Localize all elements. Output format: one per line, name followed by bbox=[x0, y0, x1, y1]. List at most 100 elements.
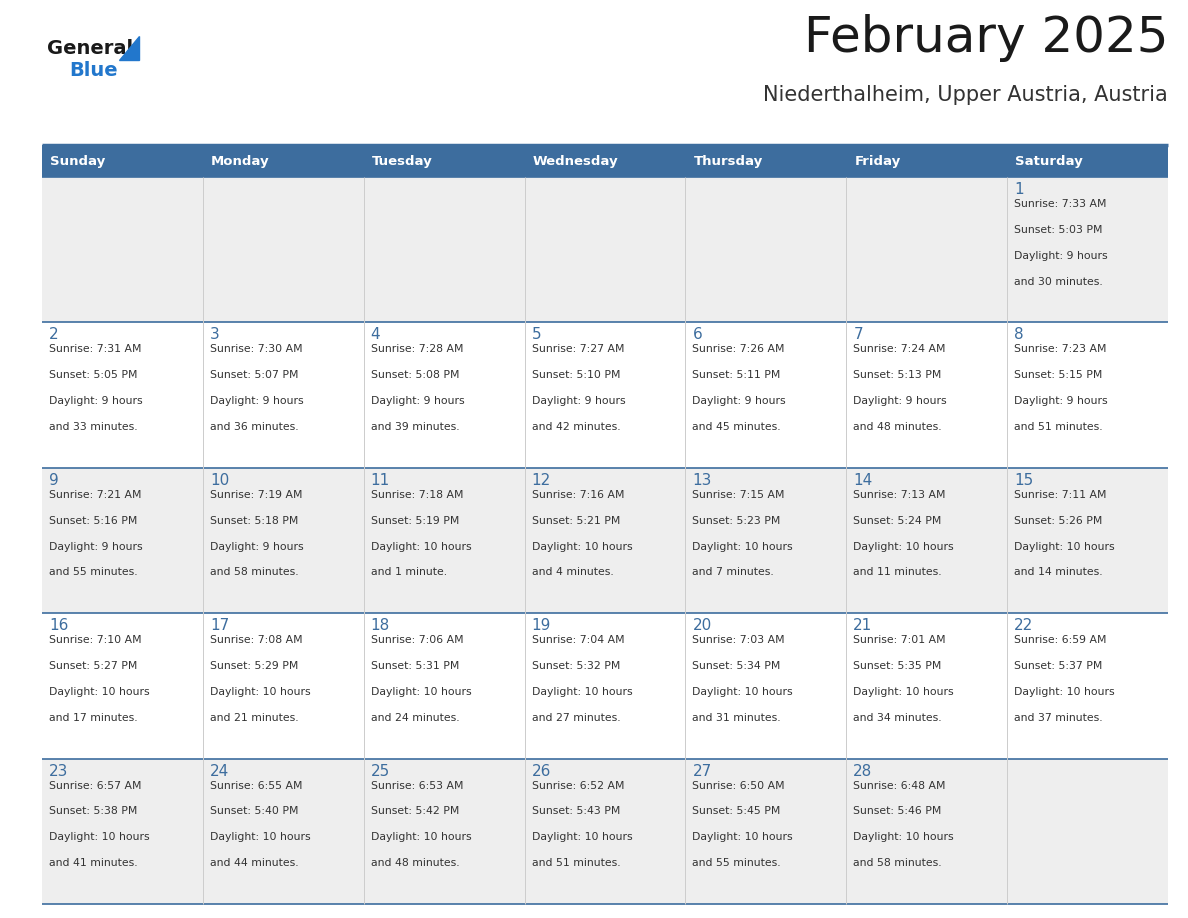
Text: Daylight: 10 hours: Daylight: 10 hours bbox=[531, 833, 632, 843]
Bar bbox=[685, 613, 846, 758]
Text: Sunrise: 6:53 AM: Sunrise: 6:53 AM bbox=[371, 780, 463, 790]
Text: 13: 13 bbox=[693, 473, 712, 487]
Text: Sunset: 5:15 PM: Sunset: 5:15 PM bbox=[1015, 370, 1102, 380]
Bar bbox=[846, 145, 1007, 177]
Text: Sunrise: 7:21 AM: Sunrise: 7:21 AM bbox=[49, 490, 141, 499]
Text: Sunrise: 7:10 AM: Sunrise: 7:10 AM bbox=[49, 635, 141, 645]
Bar bbox=[364, 758, 525, 904]
Bar bbox=[42, 177, 203, 322]
Bar bbox=[1007, 145, 1168, 177]
Bar bbox=[203, 468, 364, 613]
Bar bbox=[525, 322, 685, 468]
Bar bbox=[1007, 177, 1168, 322]
Text: Thursday: Thursday bbox=[694, 154, 763, 167]
Text: Sunset: 5:43 PM: Sunset: 5:43 PM bbox=[531, 807, 620, 816]
Text: Daylight: 9 hours: Daylight: 9 hours bbox=[49, 542, 143, 552]
Bar bbox=[364, 145, 525, 177]
Text: Daylight: 10 hours: Daylight: 10 hours bbox=[853, 542, 954, 552]
Text: 22: 22 bbox=[1015, 618, 1034, 633]
Text: 16: 16 bbox=[49, 618, 69, 633]
Bar bbox=[364, 322, 525, 468]
Text: Sunrise: 7:01 AM: Sunrise: 7:01 AM bbox=[853, 635, 946, 645]
Text: Sunrise: 7:03 AM: Sunrise: 7:03 AM bbox=[693, 635, 785, 645]
Text: Daylight: 10 hours: Daylight: 10 hours bbox=[531, 542, 632, 552]
Text: Sunset: 5:16 PM: Sunset: 5:16 PM bbox=[49, 516, 138, 526]
Bar bbox=[1007, 613, 1168, 758]
Text: 19: 19 bbox=[531, 618, 551, 633]
Text: Sunset: 5:26 PM: Sunset: 5:26 PM bbox=[1015, 516, 1102, 526]
Text: Sunset: 5:40 PM: Sunset: 5:40 PM bbox=[210, 807, 298, 816]
Text: Daylight: 10 hours: Daylight: 10 hours bbox=[210, 687, 310, 697]
Bar bbox=[525, 468, 685, 613]
Text: Sunrise: 7:15 AM: Sunrise: 7:15 AM bbox=[693, 490, 785, 499]
Text: and 7 minutes.: and 7 minutes. bbox=[693, 567, 775, 577]
Text: Daylight: 10 hours: Daylight: 10 hours bbox=[853, 687, 954, 697]
Text: and 58 minutes.: and 58 minutes. bbox=[853, 858, 942, 868]
Text: Sunrise: 7:18 AM: Sunrise: 7:18 AM bbox=[371, 490, 463, 499]
Text: Daylight: 9 hours: Daylight: 9 hours bbox=[1015, 397, 1107, 406]
Text: 12: 12 bbox=[531, 473, 551, 487]
Text: Daylight: 9 hours: Daylight: 9 hours bbox=[1015, 251, 1107, 261]
Text: and 42 minutes.: and 42 minutes. bbox=[531, 422, 620, 432]
Text: Sunset: 5:45 PM: Sunset: 5:45 PM bbox=[693, 807, 781, 816]
Text: Tuesday: Tuesday bbox=[372, 154, 432, 167]
Text: Daylight: 10 hours: Daylight: 10 hours bbox=[531, 687, 632, 697]
Bar bbox=[364, 613, 525, 758]
Text: Sunset: 5:07 PM: Sunset: 5:07 PM bbox=[210, 370, 298, 380]
Text: Wednesday: Wednesday bbox=[532, 154, 618, 167]
Bar bbox=[685, 758, 846, 904]
Text: Sunrise: 7:13 AM: Sunrise: 7:13 AM bbox=[853, 490, 946, 499]
Text: 1: 1 bbox=[1015, 182, 1024, 197]
Bar bbox=[525, 613, 685, 758]
Text: Daylight: 10 hours: Daylight: 10 hours bbox=[49, 687, 150, 697]
Text: 7: 7 bbox=[853, 328, 862, 342]
Text: 3: 3 bbox=[210, 328, 220, 342]
Text: Sunrise: 6:50 AM: Sunrise: 6:50 AM bbox=[693, 780, 785, 790]
Text: Daylight: 10 hours: Daylight: 10 hours bbox=[693, 542, 794, 552]
Text: Daylight: 10 hours: Daylight: 10 hours bbox=[49, 833, 150, 843]
Text: Sunset: 5:05 PM: Sunset: 5:05 PM bbox=[49, 370, 138, 380]
Text: 17: 17 bbox=[210, 618, 229, 633]
Text: Sunset: 5:21 PM: Sunset: 5:21 PM bbox=[531, 516, 620, 526]
Text: Sunrise: 7:28 AM: Sunrise: 7:28 AM bbox=[371, 344, 463, 354]
Bar bbox=[203, 177, 364, 322]
Bar bbox=[1007, 758, 1168, 904]
Text: 6: 6 bbox=[693, 328, 702, 342]
Text: and 14 minutes.: and 14 minutes. bbox=[1015, 567, 1102, 577]
Text: and 41 minutes.: and 41 minutes. bbox=[49, 858, 138, 868]
Text: 4: 4 bbox=[371, 328, 380, 342]
Text: and 37 minutes.: and 37 minutes. bbox=[1015, 713, 1102, 722]
Bar bbox=[203, 613, 364, 758]
Text: and 39 minutes.: and 39 minutes. bbox=[371, 422, 460, 432]
Bar bbox=[42, 322, 203, 468]
Text: Sunset: 5:32 PM: Sunset: 5:32 PM bbox=[531, 661, 620, 671]
Text: and 36 minutes.: and 36 minutes. bbox=[210, 422, 298, 432]
Text: Sunrise: 7:26 AM: Sunrise: 7:26 AM bbox=[693, 344, 785, 354]
Text: 24: 24 bbox=[210, 764, 229, 778]
Text: Daylight: 9 hours: Daylight: 9 hours bbox=[853, 397, 947, 406]
Text: 25: 25 bbox=[371, 764, 390, 778]
Bar bbox=[685, 177, 846, 322]
Text: Daylight: 9 hours: Daylight: 9 hours bbox=[693, 397, 786, 406]
Text: General: General bbox=[48, 39, 133, 58]
Text: and 55 minutes.: and 55 minutes. bbox=[49, 567, 138, 577]
Text: Daylight: 10 hours: Daylight: 10 hours bbox=[1015, 687, 1114, 697]
Text: 5: 5 bbox=[531, 328, 542, 342]
Bar bbox=[364, 177, 525, 322]
Bar bbox=[1007, 468, 1168, 613]
Text: Saturday: Saturday bbox=[1015, 154, 1083, 167]
Text: and 27 minutes.: and 27 minutes. bbox=[531, 713, 620, 722]
Text: Sunset: 5:19 PM: Sunset: 5:19 PM bbox=[371, 516, 459, 526]
Text: Friday: Friday bbox=[854, 154, 901, 167]
Text: Sunset: 5:18 PM: Sunset: 5:18 PM bbox=[210, 516, 298, 526]
Text: Sunset: 5:27 PM: Sunset: 5:27 PM bbox=[49, 661, 138, 671]
Text: Sunrise: 7:24 AM: Sunrise: 7:24 AM bbox=[853, 344, 946, 354]
Bar bbox=[525, 758, 685, 904]
Bar bbox=[846, 468, 1007, 613]
Text: and 55 minutes.: and 55 minutes. bbox=[693, 858, 781, 868]
Text: Sunrise: 7:19 AM: Sunrise: 7:19 AM bbox=[210, 490, 303, 499]
Text: Daylight: 9 hours: Daylight: 9 hours bbox=[210, 542, 303, 552]
Bar bbox=[846, 322, 1007, 468]
Text: Sunset: 5:23 PM: Sunset: 5:23 PM bbox=[693, 516, 781, 526]
Bar bbox=[203, 758, 364, 904]
